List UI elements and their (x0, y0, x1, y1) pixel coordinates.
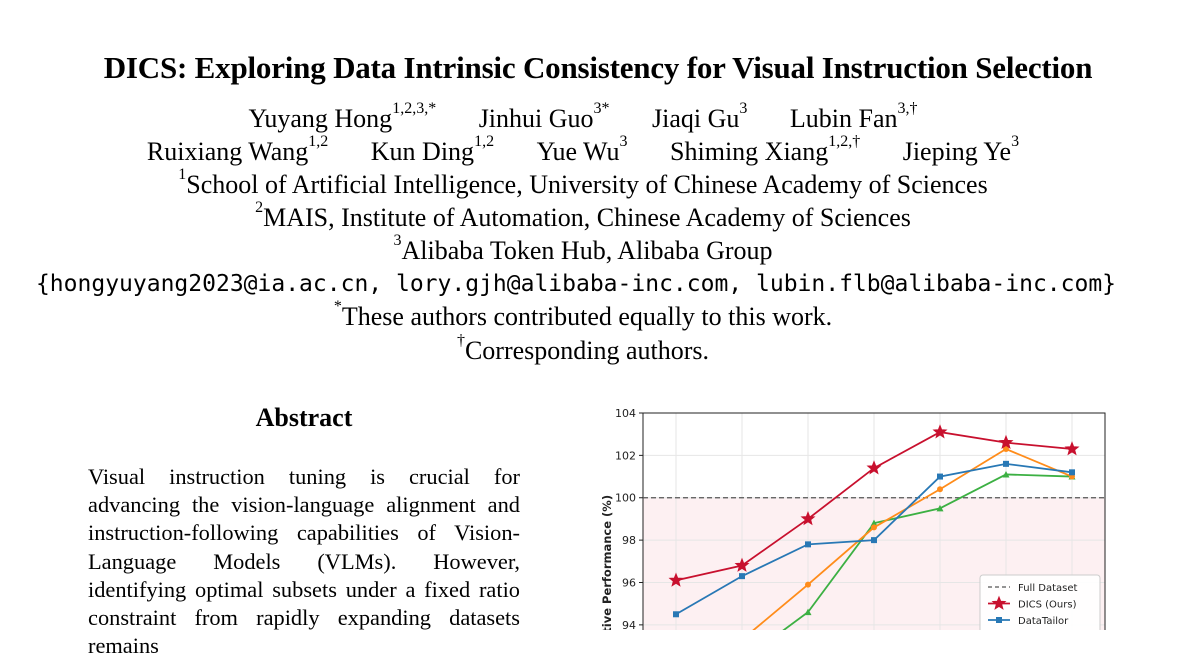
y-tick-label: 98 (622, 534, 636, 547)
data-point (871, 537, 877, 544)
authors-row-1: Yuyang Hong1,2,3,* Jinhui Guo3* Jiaqi Gu… (0, 100, 1166, 134)
abstract-heading: Abstract (255, 403, 353, 432)
data-point (937, 473, 943, 480)
affiliation: 2MAIS, Institute of Automation, Chinese … (255, 199, 911, 232)
plot-frame (642, 412, 1106, 660)
data-point (673, 611, 679, 618)
author: Shiming Xiang1,2,† (670, 133, 861, 166)
author: Kun Ding1,2 (370, 133, 495, 166)
data-point (936, 504, 944, 512)
author: Yuyang Hong1,2,3,* (248, 100, 437, 133)
y-axis-label: Relative Performance (%) (600, 495, 614, 630)
data-point (739, 573, 745, 580)
y-tick-label: 104 (615, 407, 636, 420)
data-point (668, 572, 684, 587)
author: Jinhui Guo3* (478, 100, 610, 133)
data-point (870, 519, 878, 527)
abstract-text: Visual instruction tuning is crucial for… (88, 464, 520, 659)
legend-marker (996, 617, 1002, 623)
legend-label: DICS (Ours) (1018, 599, 1077, 610)
paper-title: DICS: Exploring Data Intrinsic Consisten… (103, 50, 1093, 85)
data-point (1003, 460, 1009, 467)
data-point (805, 581, 811, 588)
y-tick-label: 102 (615, 449, 636, 462)
data-point (932, 424, 948, 439)
email-list: {hongyuyang2023@ia.ac.cn, lory.gjh@aliba… (35, 271, 1117, 297)
data-point (1003, 446, 1009, 453)
affiliation: 1School of Artificial Intelligence, Univ… (178, 166, 988, 199)
data-point (1002, 470, 1010, 478)
data-point (800, 511, 816, 526)
data-point (734, 557, 750, 572)
data-point (1064, 441, 1080, 456)
affiliation: 3Alibaba Token Hub, Alibaba Group (393, 232, 773, 265)
author: Jiaqi Gu3 (652, 100, 748, 133)
data-point (805, 541, 811, 548)
data-point (998, 434, 1014, 450)
author: Lubin Fan3,† (789, 100, 918, 133)
legend-label: DataTailor (1018, 616, 1069, 627)
author: Yue Wu3 (536, 133, 628, 166)
y-tick-label: 96 (622, 576, 636, 589)
data-point (866, 460, 882, 475)
author: Ruixiang Wang1,2 (146, 133, 329, 166)
equal-contribution-note: *These authors contributed equally to th… (333, 298, 833, 331)
author: Jieping Ye3 (902, 133, 1020, 166)
data-point (804, 608, 812, 616)
chart-svg: 94 96 98 100 102 104 Relative Performance (%) F… (600, 407, 1106, 660)
data-point (871, 524, 877, 531)
performance-chart: 94 96 98 100 102 104 Relative Performance (%) F… (590, 403, 1120, 660)
data-point (1069, 469, 1075, 476)
legend-label: Full Dataset (1018, 583, 1078, 594)
corresponding-author-note: †Corresponding authors. (456, 332, 710, 365)
y-tick-label: 100 (615, 492, 636, 505)
legend-marker (991, 595, 1007, 610)
authors-row-2: Ruixiang Wang1,2 Kun Ding1,2 Yue Wu3 Shi… (0, 133, 1166, 167)
data-point (937, 486, 943, 493)
y-tick-label: 94 (622, 619, 636, 630)
